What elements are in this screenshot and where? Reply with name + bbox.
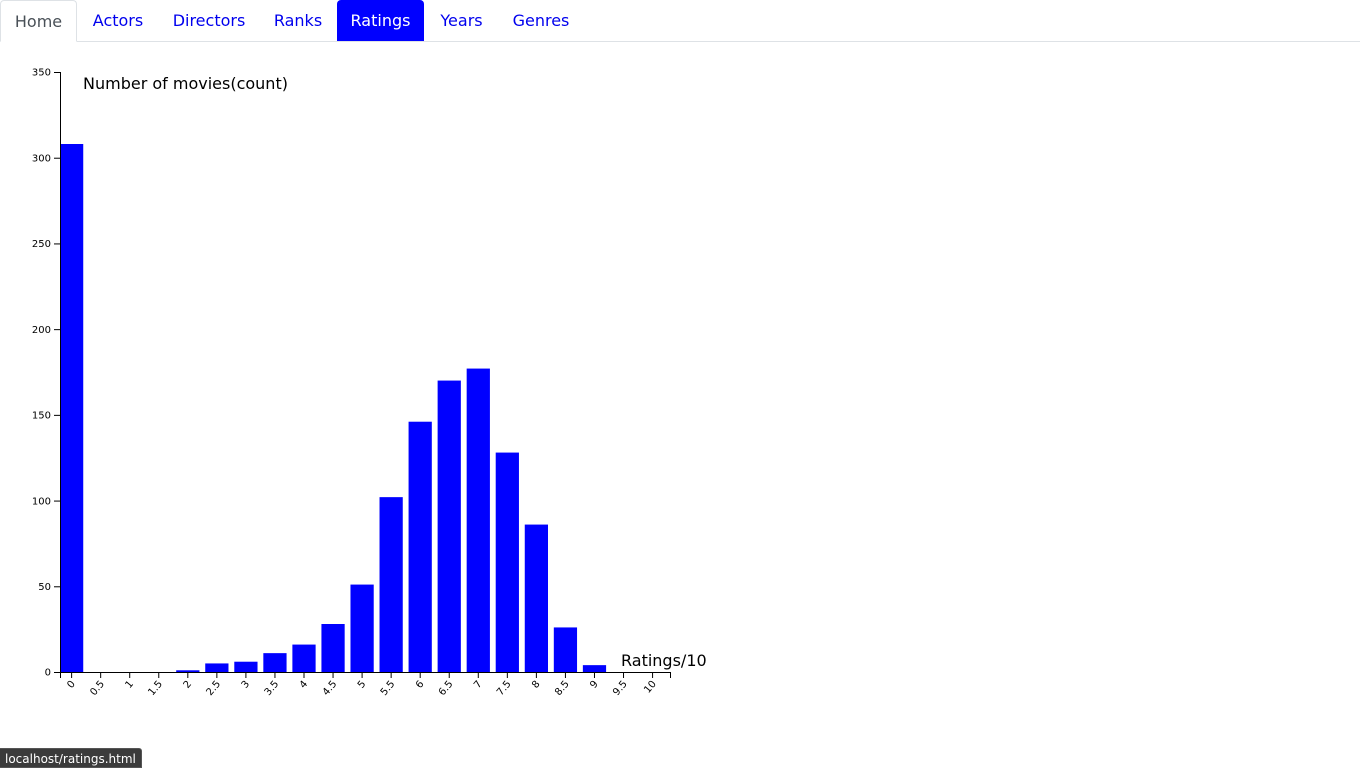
- x-tick-label: 1.5: [146, 679, 165, 698]
- x-tick-label: 4.5: [321, 679, 340, 698]
- x-tick-label: 0.5: [88, 679, 107, 698]
- status-bar-url: localhost/ratings.html: [0, 748, 142, 768]
- x-tick-label: 7: [472, 679, 485, 691]
- tab-home[interactable]: Home: [0, 0, 77, 42]
- tab-directors[interactable]: Directors: [172, 11, 246, 30]
- bar-7: [466, 368, 490, 672]
- x-axis: 0 0.5 1 1.5 2 2.5 3 3.5 4 4.5 5 5.5 6 6.5 7 7.5 8 8.5 9 9.5…: [60, 672, 671, 698]
- bar-5: [350, 584, 374, 672]
- bar-7.5: [495, 452, 519, 672]
- y-axis: 0 50 100 150 200 250 300 350: [32, 68, 61, 679]
- y-tick-label: 150: [32, 411, 51, 422]
- bars-group: [60, 144, 607, 672]
- ratings-bar-chart: 0 50 100 150 200 250 300 350 0 0.5 1 1.5 2 2.5 3 3.5 4 4…: [32, 68, 707, 698]
- bar-6.5: [437, 380, 461, 672]
- x-axis-title: Ratings/10: [621, 651, 707, 670]
- x-tick-label: 4: [298, 679, 311, 691]
- y-tick-label: 0: [45, 668, 51, 679]
- x-tick-label: 3: [240, 679, 253, 691]
- y-tick-label: 350: [32, 68, 51, 79]
- x-tick-label: 6: [414, 679, 427, 691]
- tab-genres[interactable]: Genres: [512, 11, 570, 30]
- x-tick-label: 2: [182, 679, 195, 691]
- bar-2: [176, 670, 200, 672]
- tab-years[interactable]: Years: [440, 11, 483, 30]
- x-tick-label: 3.5: [263, 679, 282, 698]
- x-tick-label: 9.5: [611, 679, 630, 698]
- y-axis-line: [54, 72, 61, 673]
- x-tick-label: 9: [588, 679, 601, 691]
- y-tick-label: 100: [32, 496, 51, 507]
- bar-5.5: [379, 497, 403, 672]
- x-tick-label: 5.5: [379, 679, 398, 698]
- bar-4: [292, 644, 316, 672]
- x-tick-label: 8: [530, 679, 543, 691]
- tab-actors[interactable]: Actors: [92, 11, 144, 30]
- y-tick-label: 200: [32, 325, 51, 336]
- bar-0: [60, 144, 84, 672]
- bar-3: [234, 661, 258, 672]
- x-tick-label: 5: [356, 679, 369, 691]
- bar-9: [582, 665, 607, 672]
- x-tick-label: 8.5: [553, 679, 572, 698]
- x-axis-line: [60, 672, 671, 678]
- tab-ranks[interactable]: Ranks: [273, 11, 323, 30]
- bar-6: [408, 421, 432, 672]
- bar-4.5: [321, 624, 345, 672]
- nav-tabs: Home Actors Directors Ranks Ratings Year…: [0, 0, 1360, 42]
- tab-ratings[interactable]: Ratings: [337, 0, 424, 41]
- bar-8: [524, 524, 548, 672]
- bar-8.5: [553, 627, 578, 672]
- y-tick-label: 250: [32, 239, 51, 250]
- x-tick-label: 0: [65, 679, 78, 691]
- bar-3.5: [263, 653, 287, 672]
- y-tick-label: 300: [32, 153, 51, 164]
- x-tick-label: 7.5: [495, 679, 514, 698]
- y-axis-title: Number of movies(count): [83, 74, 288, 93]
- x-tick-label: 1: [123, 679, 136, 691]
- x-tick-label: 6.5: [437, 679, 456, 698]
- bar-2.5: [205, 663, 229, 672]
- x-tick-label: 2.5: [205, 679, 224, 698]
- x-tick-label: 10: [642, 679, 659, 696]
- y-tick-label: 50: [38, 582, 51, 593]
